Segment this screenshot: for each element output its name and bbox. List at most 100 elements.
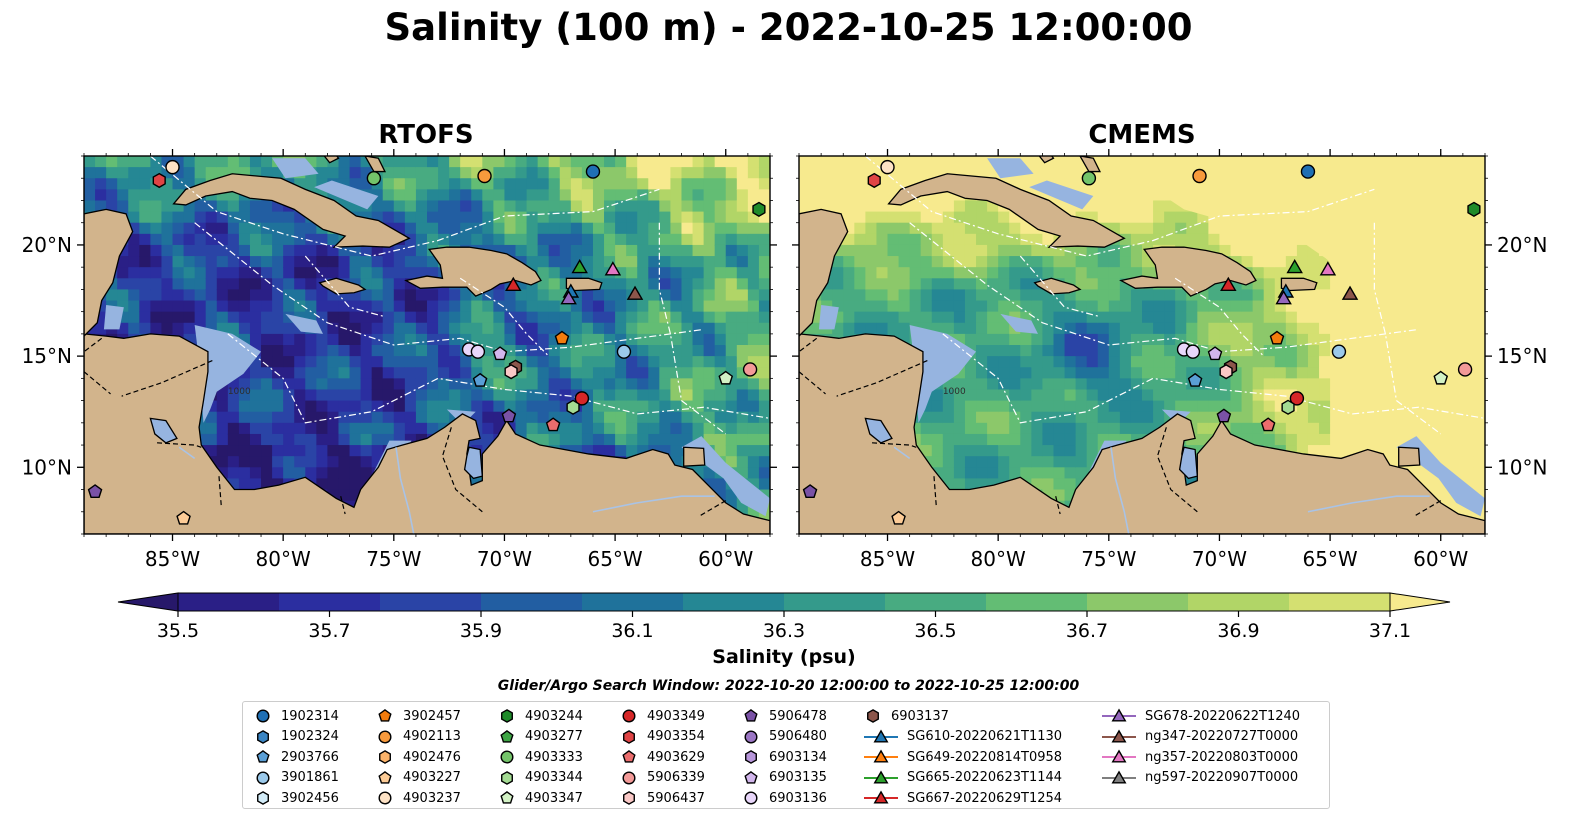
salinity-cell [371, 333, 384, 346]
salinity-cell [371, 389, 384, 402]
salinity-cell [1119, 200, 1132, 213]
salinity-cell [592, 333, 605, 346]
salinity-cell [736, 333, 749, 346]
salinity-cell [460, 233, 472, 246]
salinity-cell [615, 300, 627, 313]
salinity-cell [415, 256, 428, 268]
obs-marker [1081, 171, 1097, 186]
salinity-cell [1440, 433, 1453, 446]
salinity-cell [1197, 333, 1209, 346]
salinity-cell [1086, 456, 1099, 468]
salinity-cell [942, 211, 955, 224]
salinity-cell [1164, 322, 1176, 335]
salinity-cell [1197, 367, 1209, 379]
salinity-cell [659, 200, 672, 213]
salinity-cell [648, 411, 660, 424]
river [1307, 495, 1430, 513]
legend-entry: 1902314 [253, 706, 339, 726]
salinity-cell [1330, 311, 1342, 324]
salinity-cell [648, 189, 660, 202]
salinity-cell [438, 211, 450, 224]
salinity-cell [1153, 211, 1165, 224]
legend-marker [256, 770, 270, 785]
legend-label: 6903135 [769, 770, 827, 785]
salinity-cell [604, 333, 616, 346]
legend-label: SG665-20220623T1144 [907, 770, 1063, 785]
salinity-cell [150, 189, 163, 202]
salinity-cell [736, 389, 749, 402]
salinity-cell [1064, 367, 1077, 379]
lon-tick-label: 60°W [698, 547, 753, 571]
salinity-cell [504, 211, 517, 224]
salinity-cell [1241, 256, 1254, 268]
salinity-cell [216, 400, 229, 413]
salinity-cell [692, 356, 705, 368]
salinity-cell [1075, 378, 1088, 391]
salinity-cell [261, 422, 273, 435]
salinity-cell [559, 367, 572, 379]
obs-marker [1220, 276, 1237, 292]
salinity-cell [1374, 300, 1387, 313]
salinity-cell [964, 467, 977, 480]
salinity-cell [909, 311, 922, 324]
salinity-cell [1097, 433, 1110, 446]
salinity-cell [581, 378, 594, 391]
salinity-cell [1407, 345, 1420, 357]
salinity-cell [604, 411, 616, 424]
salinity-cell [1330, 411, 1342, 424]
salinity-cell [205, 311, 218, 324]
salinity-cell [1374, 411, 1387, 424]
salinity-cell [615, 256, 627, 268]
salinity-cell [227, 445, 240, 457]
salinity-cell [227, 189, 240, 202]
salinity-cell [305, 311, 317, 324]
salinity-cell [670, 189, 683, 202]
legend-marker [623, 729, 635, 744]
salinity-cell [1274, 433, 1287, 446]
salinity-cell [272, 267, 284, 279]
salinity-cell [1009, 456, 1021, 468]
salinity-cell [670, 322, 683, 335]
land-florida [963, 134, 996, 150]
salinity-cell [205, 256, 218, 268]
salinity-cell [1352, 311, 1364, 324]
salinity-cell [1451, 333, 1464, 346]
salinity-cell [1053, 456, 1066, 468]
salinity-cell [725, 433, 738, 446]
salinity-cell [843, 156, 855, 168]
salinity-cell [360, 267, 373, 279]
salinity-cell [637, 367, 649, 379]
salinity-cell [238, 300, 251, 313]
salinity-cell [1053, 378, 1066, 391]
land-hispaniola [404, 246, 542, 297]
salinity-cell [758, 256, 770, 268]
salinity-cell [747, 433, 760, 446]
salinity-cell [1462, 445, 1475, 457]
salinity-cell [117, 200, 129, 213]
salinity-cell [1097, 178, 1110, 190]
salinity-cell [238, 167, 251, 179]
salinity-cell [460, 356, 472, 368]
salinity-cell [526, 200, 539, 213]
salinity-cell [216, 389, 229, 402]
salinity-cell [637, 278, 649, 291]
salinity-cell [843, 256, 855, 268]
salinity-cell [537, 333, 550, 346]
salinity-cell [976, 322, 988, 335]
salinity-cell [987, 345, 999, 357]
salinity-cell [692, 400, 705, 413]
salinity-cell [615, 411, 627, 424]
salinity-cell [736, 411, 749, 424]
salinity-cell [249, 456, 262, 468]
salinity-cell [1396, 389, 1409, 402]
salinity-cell [1462, 467, 1475, 480]
salinity-cell [1473, 456, 1485, 468]
salinity-cell [161, 322, 174, 335]
salinity-cell [1451, 445, 1464, 457]
salinity-cell [338, 378, 351, 391]
salinity-cell [272, 467, 284, 480]
salinity-cell [670, 356, 683, 368]
salinity-cell [205, 411, 218, 424]
salinity-cell [1009, 445, 1021, 457]
salinity-cell [637, 433, 649, 446]
